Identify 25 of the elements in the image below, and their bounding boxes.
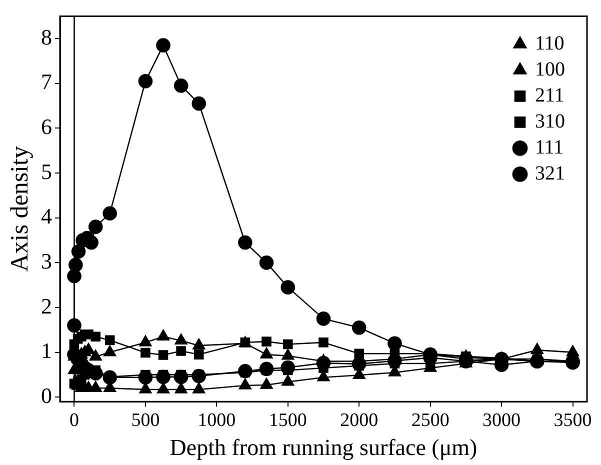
y-tick-label: 0 [41,382,52,408]
x-tick-label: 2500 [411,410,450,431]
y-tick-label: 7 [41,69,52,94]
x-tick-label: 1500 [268,410,307,431]
y-tick-label: 2 [41,293,52,318]
y-tick-label: 6 [41,114,52,140]
x-tick-label: 0 [69,410,79,431]
legend-label: 211 [535,84,564,106]
x-tick-label: 2000 [340,410,378,431]
x-tick-label: 3000 [482,410,521,431]
y-tick-label: 8 [41,24,52,50]
legend-label: 310 [535,110,565,132]
legend-label: 111 [535,136,564,158]
x-tick-label: 500 [131,410,160,431]
legend-label: 100 [535,58,565,80]
y-tick-label: 4 [41,204,52,229]
legend-label: 110 [535,32,564,54]
legend-label: 321 [535,162,565,184]
y-tick-label: 5 [41,158,52,184]
x-axis-title: Depth from running surface (μm) [170,435,478,460]
y-tick-label: 3 [41,248,52,274]
y-tick-label: 1 [41,338,52,364]
y-axis-title: Axis density [6,146,34,272]
x-tick-label: 3500 [554,410,592,431]
x-tick-label: 1000 [198,410,236,431]
